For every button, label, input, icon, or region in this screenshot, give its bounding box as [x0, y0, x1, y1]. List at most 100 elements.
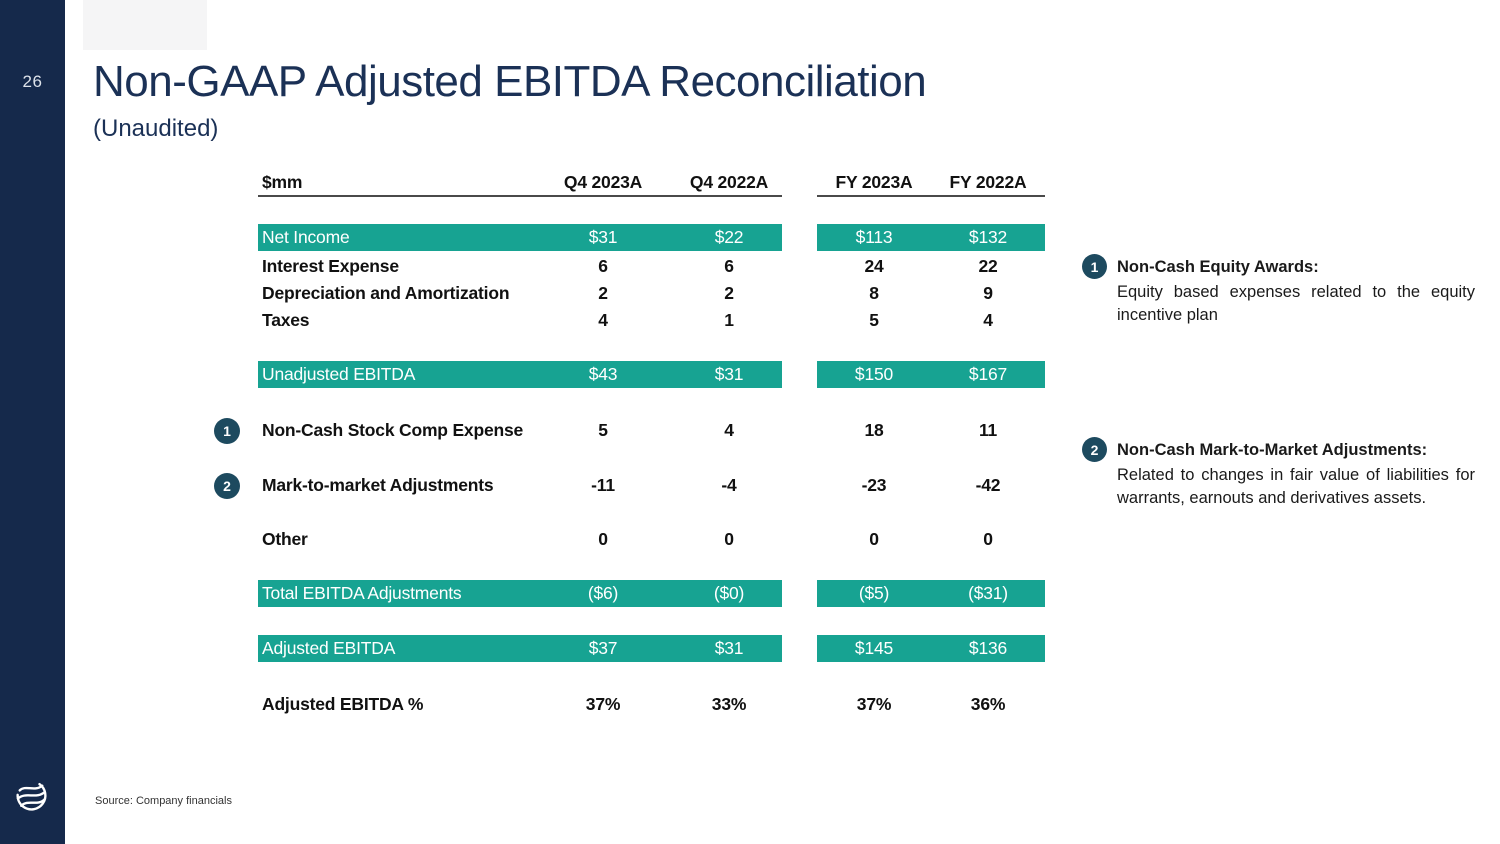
row-q4-block: Mark-to-market Adjustments -11 -4: [258, 472, 782, 499]
row-value: 1: [724, 310, 734, 330]
row-value: 5: [869, 310, 879, 330]
row-value: -11: [591, 475, 615, 495]
row-value: 9: [983, 283, 993, 303]
row-value: 6: [598, 256, 608, 276]
row-value: 4: [724, 420, 734, 440]
footnote-marker-1-icon: 1: [1082, 254, 1107, 279]
row-value: ($5): [858, 583, 890, 603]
row-value: 0: [983, 529, 993, 549]
row-q4-block: Taxes 4 1: [258, 307, 782, 334]
row-value: 0: [598, 529, 608, 549]
row-value: -23: [861, 475, 887, 495]
page-title: Non-GAAP Adjusted EBITDA Reconciliation: [93, 57, 927, 106]
row-q4-block: Other 0 0: [258, 526, 782, 553]
row-fy-block: $145 $136: [817, 635, 1045, 662]
row-fy-block: 18 11: [817, 417, 1045, 444]
row-value: $31: [588, 227, 618, 247]
column-header-q4-2022: Q4 2022A: [689, 172, 769, 192]
row-label: Unadjusted EBITDA: [262, 364, 416, 384]
row-value: ($6): [587, 583, 619, 603]
row-value: -42: [975, 475, 1001, 495]
row-value: 18: [864, 420, 884, 440]
table-row: Unadjusted EBITDA $43 $31 $150 $167: [258, 361, 1045, 388]
row-q4-block: Depreciation and Amortization 2 2: [258, 280, 782, 307]
row-value: 37%: [585, 694, 621, 714]
row-value: 0: [869, 529, 879, 549]
column-header-q4-2023: Q4 2023A: [563, 172, 643, 192]
row-q4-block: Net Income $31 $22: [258, 224, 782, 251]
row-q4-block: Total EBITDA Adjustments ($6) ($0): [258, 580, 782, 607]
row-value: $150: [854, 364, 894, 384]
row-q4-block: Adjusted EBITDA $37 $31: [258, 635, 782, 662]
row-value: $132: [968, 227, 1008, 247]
row-value: 22: [978, 256, 998, 276]
sidebar: 26: [0, 0, 65, 844]
annotation: 2 Non-Cash Mark-to-Market Adjustments: Rel…: [1082, 437, 1475, 510]
row-value: 33%: [711, 694, 747, 714]
row-fy-block: $150 $167: [817, 361, 1045, 388]
table-header-row: $mm Q4 2023A Q4 2022A FY 2023A FY 2022A: [258, 170, 1045, 197]
row-label: Adjusted EBITDA %: [262, 694, 424, 714]
footnote-marker-2-icon: 2: [214, 472, 240, 499]
row-value: 8: [869, 283, 879, 303]
company-swirl-logo-icon: [13, 777, 50, 814]
table-row: Mark-to-market Adjustments -11 -4 -23 -42 2: [214, 472, 1045, 499]
row-value: $31: [714, 364, 744, 384]
row-value: ($31): [968, 583, 1008, 603]
row-q4-block: Interest Expense 6 6: [258, 253, 782, 280]
row-label: Net Income: [262, 227, 350, 247]
table-row: Other 0 0 0 0: [258, 526, 1045, 553]
row-value: $145: [854, 638, 894, 658]
row-label: Interest Expense: [262, 256, 399, 276]
table-row: Adjusted EBITDA $37 $31 $145 $136: [258, 635, 1045, 662]
row-fy-block: 37% 36%: [817, 691, 1045, 718]
row-value: $22: [714, 227, 744, 247]
row-value: $113: [855, 227, 893, 247]
page-number: 26: [22, 72, 43, 91]
annotation-body: Equity based expenses related to the equ…: [1117, 283, 1475, 324]
row-label: Total EBITDA Adjustments: [262, 583, 462, 603]
footnote-marker-1-icon: 1: [214, 417, 240, 444]
source-note: Source: Company financials: [95, 795, 232, 807]
ebitda-reconciliation-table: $mm Q4 2023A Q4 2022A FY 2023A FY 2022A …: [214, 0, 1045, 844]
column-header-fy-2023: FY 2023A: [835, 172, 913, 192]
column-header-unit: $mm: [262, 172, 303, 192]
row-fy-block: ($5) ($31): [817, 580, 1045, 607]
row-value: 2: [724, 283, 734, 303]
row-label: Non-Cash Stock Comp Expense: [262, 420, 524, 440]
annotation-body: Related to changes in fair value of liab…: [1117, 466, 1475, 507]
row-value: $37: [588, 638, 618, 658]
row-label: Other: [262, 529, 308, 549]
annotation-title: Non-Cash Mark-to-Market Adjustments:: [1117, 441, 1428, 459]
row-value: 36%: [970, 694, 1006, 714]
row-label: Depreciation and Amortization: [262, 283, 510, 303]
table-row: Total EBITDA Adjustments ($6) ($0) ($5) ($31…: [258, 580, 1045, 607]
row-label: Adjusted EBITDA: [262, 638, 396, 658]
annotation: 1 Non-Cash Equity Awards: Equity based exp…: [1082, 254, 1475, 327]
annotation-text: Non-Cash Mark-to-Market Adjustments: Rela…: [1117, 439, 1475, 510]
row-fy-block: $113 $132: [817, 224, 1045, 251]
row-q4-block: Non-Cash Stock Comp Expense 5 4: [258, 417, 782, 444]
row-value: 2: [598, 283, 608, 303]
table-row: Adjusted EBITDA % 37% 33% 37% 36%: [258, 691, 1045, 718]
row-value: 37%: [856, 694, 892, 714]
table-header-fy-block: FY 2023A FY 2022A: [817, 170, 1045, 197]
row-value: 0: [724, 529, 734, 549]
row-value: 6: [724, 256, 734, 276]
table-header-q4-block: $mm Q4 2023A Q4 2022A: [258, 170, 782, 197]
row-q4-block: Unadjusted EBITDA $43 $31: [258, 361, 782, 388]
page-subtitle: (Unaudited): [93, 115, 219, 142]
row-value: 24: [864, 256, 884, 276]
decorative-gray-rect: [83, 0, 207, 50]
table-row: Depreciation and Amortization 2 2 8 9: [258, 280, 1045, 307]
row-value: $136: [968, 638, 1008, 658]
row-value: 4: [598, 310, 608, 330]
row-value: 5: [598, 420, 608, 440]
table-row: Taxes 4 1 5 4: [258, 307, 1045, 334]
annotation-text: Non-Cash Equity Awards: Equity based expe…: [1117, 256, 1475, 327]
row-value: ($0): [713, 583, 745, 603]
